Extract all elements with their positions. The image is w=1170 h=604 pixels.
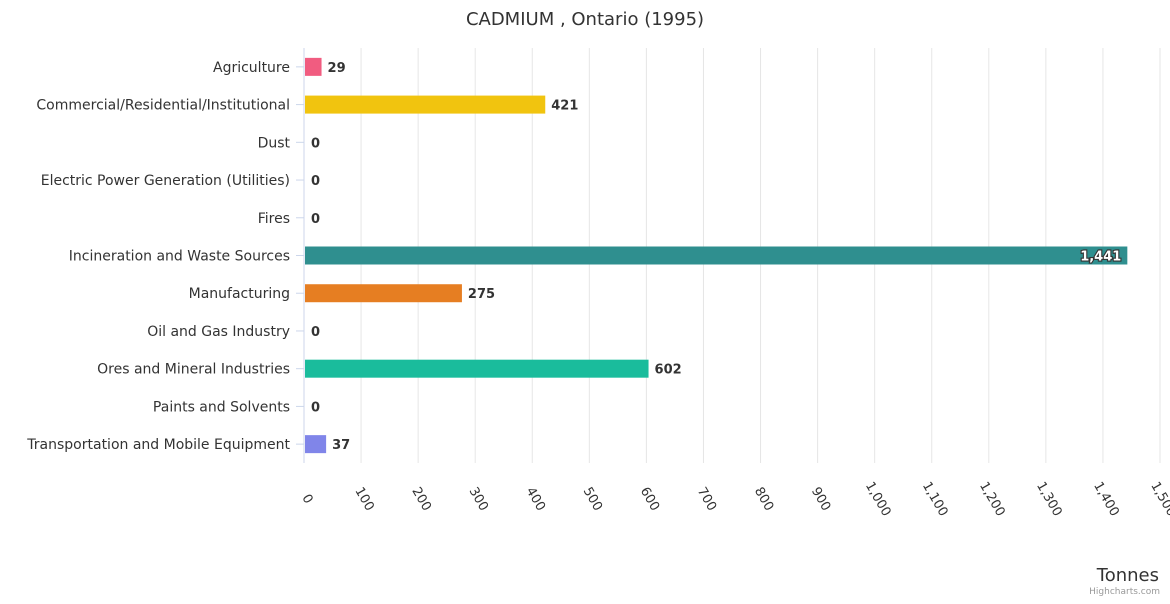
x-tick-label: 800 [751, 485, 776, 514]
data-label: 0 [311, 174, 320, 189]
data-label: 602 [655, 363, 682, 378]
category-label: Transportation and Mobile Equipment [26, 437, 290, 453]
data-label: 275 [468, 287, 495, 302]
category-label: Electric Power Generation (Utilities) [41, 173, 290, 189]
data-label: 421 [551, 99, 578, 114]
category-label: Manufacturing [189, 286, 290, 302]
x-tick-labels: 0 100 200 300 400 500 600 700 800 900 1,000 1,100 1,… [298, 479, 1170, 519]
data-label: 0 [311, 400, 320, 415]
category-label: Dust [258, 135, 291, 151]
category-labels: Agriculture Commercial/Residential/Instit… [26, 60, 290, 453]
credits-link[interactable]: Highcharts.com [1089, 587, 1160, 597]
x-tick-label: 700 [694, 485, 719, 514]
data-label: 0 [311, 325, 320, 340]
category-label: Oil and Gas Industry [147, 324, 290, 340]
data-label: 0 [311, 136, 320, 151]
x-tick-label: 1,500 [1147, 479, 1170, 519]
bar[interactable] [305, 435, 327, 454]
category-label: Ores and Mineral Industries [97, 362, 290, 378]
bar[interactable] [305, 246, 1128, 265]
x-tick-label: 1,400 [1090, 479, 1122, 519]
data-label: 1,441 [1080, 250, 1121, 265]
x-tick-label: 600 [637, 485, 662, 514]
bar[interactable] [305, 95, 546, 114]
x-tick-label: 200 [408, 485, 433, 514]
bar[interactable] [305, 284, 462, 303]
x-tick-label: 1,000 [862, 479, 894, 519]
category-label: Paints and Solvents [153, 399, 290, 415]
bars [305, 57, 1128, 454]
data-label: 0 [311, 212, 320, 227]
x-tick-label: 400 [523, 485, 548, 514]
x-tick-label: 0 [298, 492, 315, 507]
bar[interactable] [305, 57, 322, 76]
category-label: Incineration and Waste Sources [69, 249, 290, 265]
x-axis-title: Tonnes [1096, 565, 1159, 586]
category-label: Agriculture [213, 60, 290, 76]
data-label: 29 [328, 61, 346, 76]
x-tick-label: 100 [351, 485, 376, 514]
data-labels: 29 421 0 0 0 1,441 275 0 602 0 37 [311, 61, 1122, 453]
category-label: Commercial/Residential/Institutional [36, 98, 290, 114]
x-tick-label: 1,300 [1033, 479, 1065, 519]
x-tick-label: 1,100 [919, 479, 951, 519]
y-axis [296, 48, 305, 463]
x-tick-label: 500 [580, 485, 605, 514]
x-tick-label: 300 [466, 485, 491, 514]
chart-title: CADMIUM , Ontario (1995) [466, 9, 704, 30]
category-label: Fires [258, 211, 290, 227]
x-tick-label: 900 [808, 485, 833, 514]
bar[interactable] [305, 359, 649, 378]
x-tick-label: 1,200 [976, 479, 1008, 519]
data-label: 37 [332, 438, 350, 453]
